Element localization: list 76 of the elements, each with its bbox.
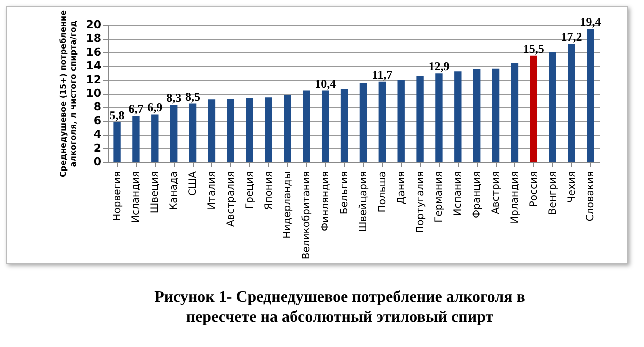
y-tick-label: 18 [86, 32, 102, 46]
text: Рисунок 1- Среднедушевое потребление алкоголя в пересчете на абсолютный этиловый спирт [154, 288, 526, 328]
x-tick-label: Венгрия [548, 172, 559, 216]
bar [284, 96, 292, 162]
bar [265, 98, 272, 162]
bar [132, 116, 140, 162]
data-label: 6,7 [128, 102, 144, 116]
bar [587, 29, 594, 162]
bar [114, 122, 121, 162]
bar [189, 104, 197, 162]
x-tick-label: Япония [264, 172, 275, 210]
bar [208, 100, 216, 162]
bar [530, 56, 538, 162]
y-tick-label: 2 [94, 142, 102, 155]
y-tick-label: 6 [94, 114, 102, 128]
x-tick-label: Финляндия [320, 172, 332, 232]
y-tick-label: 14 [86, 60, 102, 73]
bar [152, 114, 159, 162]
y-tick-label: 10 [86, 87, 102, 100]
bar [473, 70, 481, 162]
data-label: 19,4 [580, 15, 602, 30]
bar [378, 82, 386, 162]
data-label: 11,7 [372, 68, 393, 82]
x-tick-label: Германия [434, 172, 446, 223]
data-label: 8,5 [186, 90, 201, 104]
bar [170, 105, 178, 162]
x-tick-label: Бельгия [340, 172, 351, 215]
data-label: 10,4 [315, 76, 336, 91]
x-tick-label: Словакия [586, 172, 597, 222]
bar [568, 44, 576, 162]
bar [303, 90, 310, 162]
x-tick-label: Нидерланды [282, 171, 294, 239]
bar [227, 98, 235, 162]
x-tick-label: Греция [244, 172, 256, 210]
y-tick-label: 4 [94, 128, 102, 142]
bar [416, 76, 424, 162]
bar [492, 68, 500, 162]
x-tick-label: Ирландия [510, 172, 521, 224]
x-tick-label: Дания [396, 172, 408, 204]
x-tick-label: Польша [377, 172, 388, 213]
x-tick-label: Швейцария [358, 172, 370, 233]
y-tick-label: 8 [94, 100, 102, 114]
bar [436, 74, 443, 162]
y-axis-title: Среднедушевое (15+) потребление алкоголя, л чистого спирта/год [59, 10, 78, 178]
bar [454, 72, 462, 162]
data-label: 15,5 [523, 42, 544, 56]
bar [511, 63, 519, 162]
y-tick-label: 20 [86, 18, 102, 32]
bar [398, 80, 405, 162]
x-tick-label: Португалия [415, 172, 426, 234]
data-label: 12,9 [428, 60, 450, 74]
x-tick-label: Испания [453, 172, 464, 216]
x-tick-label: Россия [528, 172, 540, 208]
data-label: 8,3 [166, 91, 182, 106]
bar [246, 98, 254, 162]
y-tick-label: 16 [86, 46, 102, 59]
x-tick-label: Чехия [566, 172, 578, 203]
x-tick-label: Исландия [131, 172, 142, 223]
x-tick-label: Норвегия [112, 172, 124, 222]
x-tick-label: Австралия [226, 172, 237, 227]
bar [549, 52, 556, 162]
x-tick-label: Великобритания [302, 172, 313, 260]
data-label: 6,9 [148, 100, 163, 115]
x-tick-label: Канада [169, 172, 180, 210]
x-tick-label: Швеция [150, 172, 162, 214]
data-label: 17,2 [561, 30, 582, 44]
bar [340, 89, 348, 162]
data-label: 5,8 [110, 108, 125, 122]
x-tick-label: Италия [206, 172, 218, 210]
y-tick-label: 12 [86, 73, 102, 86]
y-tick-label: 0 [94, 156, 102, 168]
x-tick-label: США [188, 171, 200, 196]
bar [322, 90, 330, 162]
bar [360, 83, 368, 162]
x-tick-label: Австрия [491, 172, 502, 214]
x-tick-label: Франция [472, 172, 484, 218]
